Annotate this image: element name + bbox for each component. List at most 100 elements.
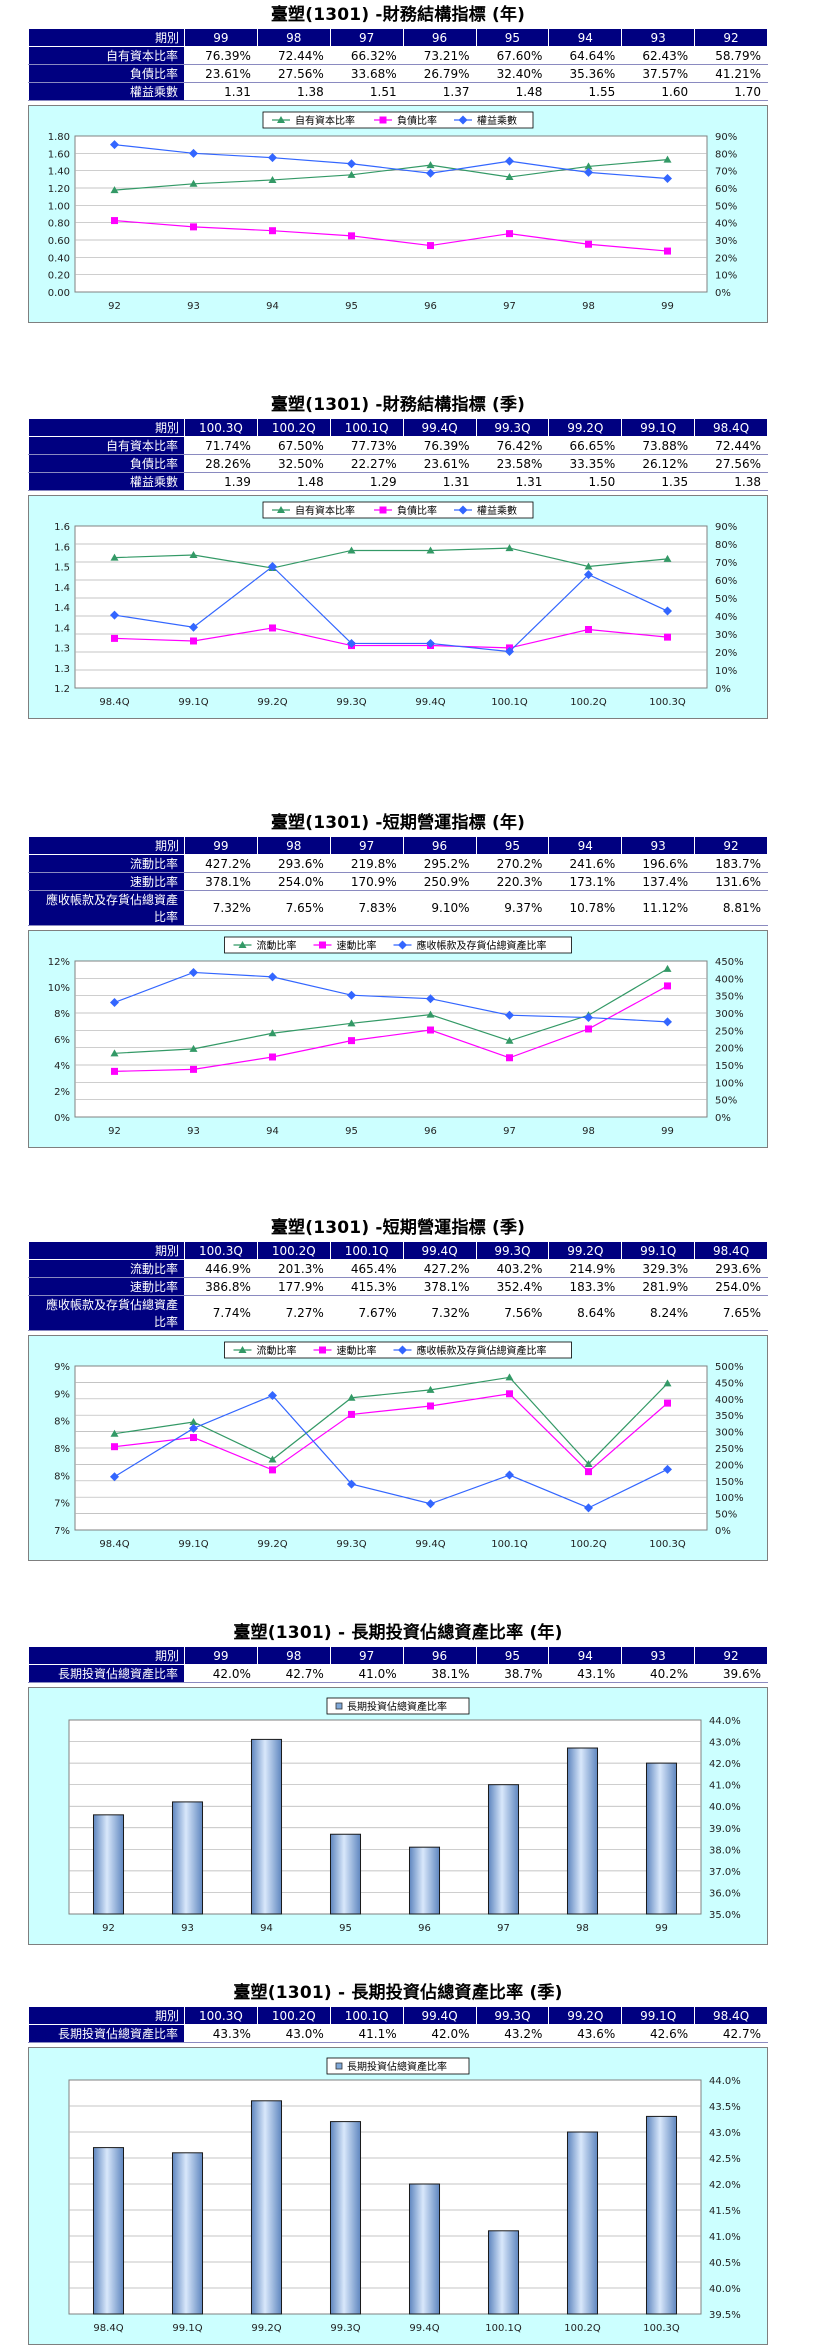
table-row: 速動比率 386.8% 177.9% 415.3% 378.1% 352.4% 183.3%… [28,1277,768,1296]
left-axis-tick-label: 1.2 [54,684,70,695]
row-label: 應收帳款及存貨佔總資產比率 [28,1295,185,1331]
legend-label: 負債比率 [397,504,437,517]
bar [329,2121,362,2315]
table-cell: 1.60 [621,82,696,101]
period-column-header: 98 [256,836,331,855]
left-axis-tick-label: 1.6 [54,522,70,533]
chart-box: 0% 10% 20% 30% 40% 50% 60% 70% 80% 90% 0.00 0.20 0.4… [28,105,768,323]
left-axis-tick-label: 1.3 [54,644,70,655]
table-row: 自有資本比率 76.39% 72.44% 66.32% 73.21% 67.60% 64.6… [28,46,768,65]
right-axis-tick-label: 80% [715,540,737,551]
data-point-marker [663,554,672,562]
legend-box [262,501,534,519]
series-line [114,971,668,1023]
series-diamond [110,1391,672,1513]
period-column-header: 99.2Q [548,1241,623,1260]
right-axis-tick-label: 40.5% [709,2258,741,2269]
left-axis-tick-label: 8% [54,1444,70,1455]
chart-box: 39.5% 40.0% 40.5% 41.0% 41.5% 42.0% 42.5% 43.0%… [28,2047,768,2345]
table-row: 權益乘數 1.39 1.48 1.29 1.31 1.31 1.50 1.35 1.38 [28,472,768,491]
data-point-marker [664,1399,671,1407]
data-point-marker [458,505,468,515]
row-label: 負債比率 [28,64,185,83]
table-row: 應收帳款及存貨佔總資產比率 7.74% 7.27% 7.67% 7.32% 7.56% 8.… [28,1295,768,1331]
x-axis-tick-label: 96 [424,301,437,312]
bars [92,2100,678,2315]
data-point-marker [277,116,285,123]
period-column-header: 99.3Q [475,1241,550,1260]
right-axis-tick-label: 39.5% [709,2310,741,2321]
gridlines [75,977,707,1101]
data-point-marker [268,972,277,982]
right-axis-tick-labels: 0% 50% 100% 150% 200% 250% 300% 350% 400% 450% 500… [715,1362,744,1537]
data-point-marker [505,173,514,181]
x-axis-tick-label: 93 [181,1923,194,1934]
table-cell: 1.38 [694,472,768,491]
x-axis-tick-label: 94 [266,301,279,312]
right-axis-tick-label: 400% [715,974,744,985]
data-point-marker [506,1390,513,1398]
data-point-marker [398,1345,407,1355]
data-point-marker [110,186,119,194]
period-header: 期別 [28,1646,185,1665]
row-label: 應收帳款及存貨佔總資產比率 [28,890,185,926]
left-axis-tick-labels: 7% 7% 8% 8% 8% 9% 9% [54,1362,70,1537]
table-row: 自有資本比率 71.74% 67.50% 77.73% 76.39% 76.42% 66.6… [28,436,768,455]
period-column-header: 99.1Q [621,2006,696,2025]
period-column-header: 96 [402,28,477,47]
period-column-header: 100.1Q [329,418,404,437]
table-cell: 386.8% [184,1277,258,1296]
legend-swatch [335,1702,343,1710]
table-cell: 26.79% [402,64,477,83]
data-point-marker [319,941,326,949]
data-point-marker [110,553,119,561]
series-square [111,1390,671,1476]
x-axis-tick-label: 99.4Q [415,1539,445,1550]
right-axis-tick-label: 35.0% [709,1910,741,1921]
data-point-marker [663,1379,672,1387]
period-column-header: 98.4Q [694,1241,768,1260]
data-point-marker [269,624,276,632]
data-point-marker [347,990,356,1000]
period-column-header: 97 [329,1646,404,1665]
right-axis-tick-label: 100% [715,1493,744,1504]
x-axis-tick-label: 96 [418,1923,431,1934]
x-axis-tick-label: 100.1Q [485,2323,522,2334]
data-point-marker [347,159,356,169]
right-axis-tick-label: 0% [715,288,731,299]
table-cell: 1.70 [694,82,768,101]
table-cell: 352.4% [475,1277,550,1296]
left-axis-tick-label: 6% [54,1035,70,1046]
data-point-marker [189,1417,198,1425]
table-cell: 40.2% [621,1664,696,1683]
table-cell: 1.31 [184,82,258,101]
data-point-marker [505,1010,514,1020]
table-cell: 67.60% [475,46,550,65]
x-axis-tick-labels: 92 93 94 95 96 97 98 99 [108,1126,674,1137]
left-axis-tick-label: 4% [54,1061,70,1072]
table-cell: 7.32% [402,1295,477,1331]
data-point-marker [348,232,355,240]
data-point-marker [269,1466,276,1474]
bar [645,1762,678,1915]
section-long-term-investment-quarterly: 臺塑(1301) - 長期投資佔總資產比率 (季) 期別 100.3Q 100.2Q… [28,1980,768,2345]
table-cell: 42.6% [621,2024,696,2043]
series-line [114,1394,668,1509]
table-cell: 43.2% [475,2024,550,2043]
right-axis-tick-label: 90% [715,132,737,143]
data-table: 期別 100.3Q 100.2Q 100.1Q 99.4Q 99.3Q 99.2Q 99.1Q… [28,418,768,491]
right-axis-tick-label: 40.0% [709,1802,741,1813]
series-line [114,547,668,569]
data-point-marker [426,638,435,648]
legend-box [262,111,534,129]
table-cell: 1.38 [256,82,331,101]
x-axis-tick-label: 95 [345,301,358,312]
data-point-marker [347,638,356,648]
period-column-header: 97 [329,28,404,47]
x-axis-tick-label: 99.4Q [409,2323,439,2334]
data-point-marker [268,175,277,183]
right-axis-tick-label: 80% [715,149,737,160]
left-axis-tick-label: 12% [48,957,70,968]
data-point-marker [190,1434,197,1442]
period-column-header: 99.4Q [402,1241,477,1260]
